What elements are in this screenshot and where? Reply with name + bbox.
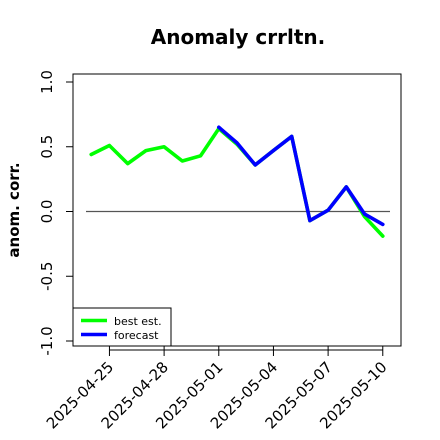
legend-label-best-est: best est. <box>114 315 162 328</box>
series-line-forecast <box>217 125 385 227</box>
y-tick-label: -1.0 <box>38 326 56 355</box>
legend-label-forecast: forecast <box>114 329 159 342</box>
chart-title: Anomaly crrltn. <box>151 25 325 49</box>
y-tick-label: 1.0 <box>38 70 56 94</box>
y-tick-label: -0.5 <box>38 262 56 291</box>
y-tick-label: 0.5 <box>38 135 56 159</box>
y-tick-label: 0.0 <box>38 200 56 224</box>
y-axis: -1.0 -0.5 0.0 0.5 1.0 <box>38 70 74 356</box>
plot-frame <box>72 73 402 347</box>
y-axis-label: anom. corr. <box>5 162 23 257</box>
series-layer <box>89 125 385 238</box>
legend-box <box>72 307 172 347</box>
legend: best est. forecast <box>72 307 172 347</box>
x-axis: 2025-04-252025-04-282025-05-012025-05-04… <box>43 346 391 432</box>
